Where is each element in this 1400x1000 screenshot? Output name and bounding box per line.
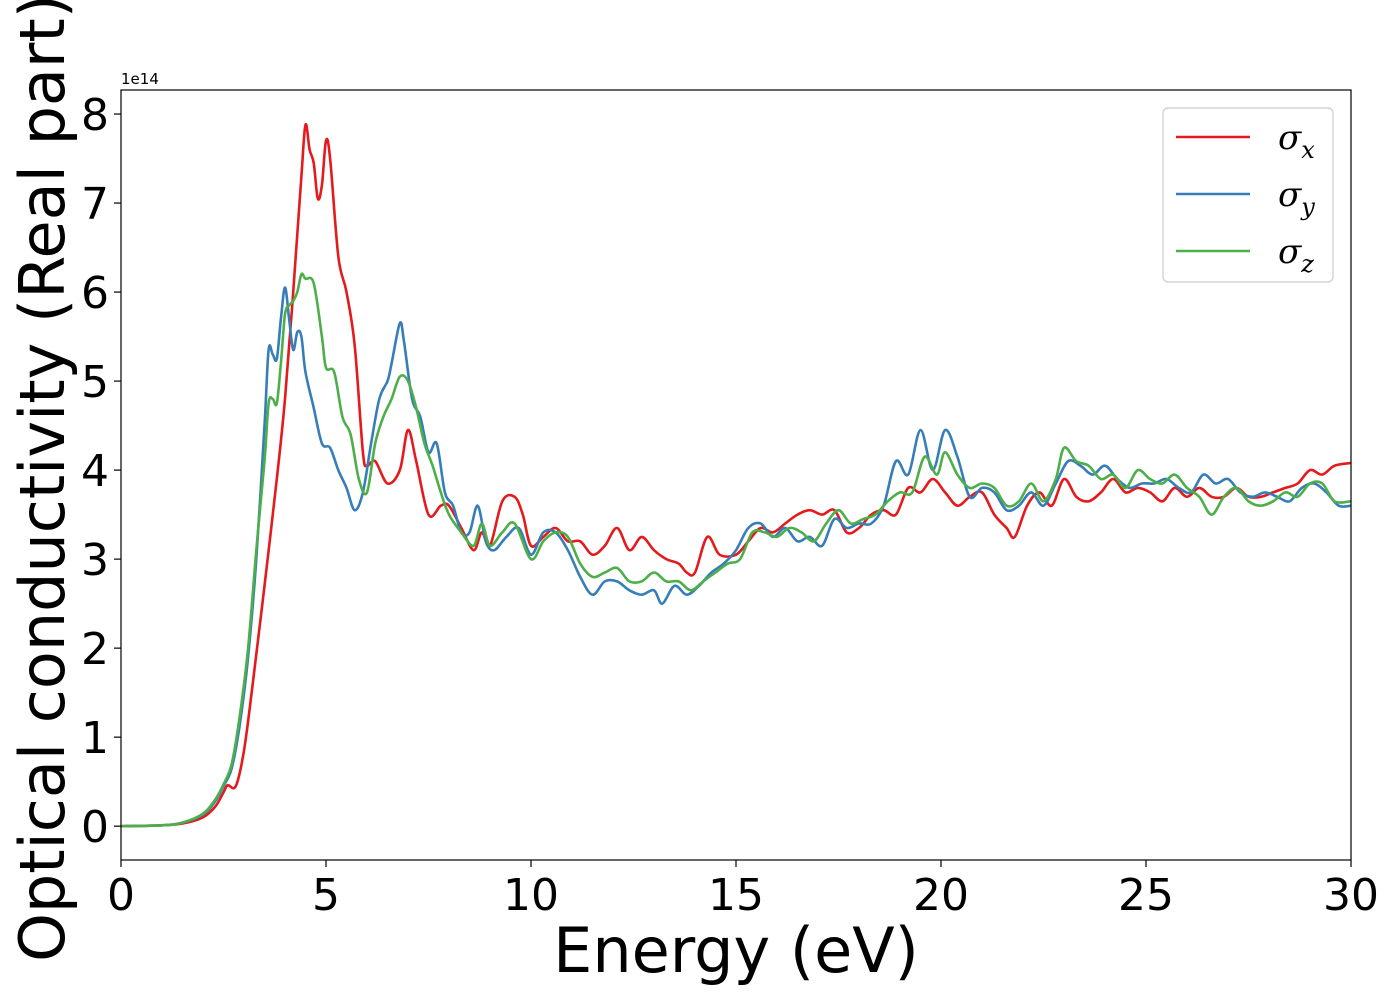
series-line-y [121,286,1351,828]
y-tick-label: 1 [81,713,109,764]
y-tick-label: 4 [81,446,109,497]
y-tick-label: 8 [81,90,109,141]
y-tick-label: 3 [81,535,109,586]
legend-label-y: σy [1278,175,1315,221]
x-tick-label: 15 [708,870,764,921]
x-tick-label: 10 [503,870,559,921]
y-tick-label: 7 [81,179,109,230]
x-tick-label: 5 [312,870,340,921]
x-axis: 0 5 10 15 20 25 30 [107,860,1379,921]
y-tick-label: 2 [81,624,109,675]
y-tick-label: 5 [81,357,109,408]
y-offset-label: 1e14 [121,70,159,88]
y-axis-title: Optical conductivity (Real part) [6,0,79,962]
x-axis-title: Energy (eV) [553,914,919,987]
series-line-x [121,122,1351,828]
series-line-z [121,272,1351,828]
series-layer [121,122,1351,828]
legend-label-z: σz [1278,232,1314,278]
x-tick-label: 30 [1323,870,1379,921]
x-tick-label: 0 [107,870,135,921]
y-axis: 0 1 2 3 4 5 6 7 8 [81,90,121,853]
legend: σx σy σz [1162,107,1334,283]
y-tick-label: 0 [81,802,109,853]
x-tick-label: 20 [913,870,969,921]
y-tick-label: 6 [81,268,109,319]
legend-label-x: σx [1278,118,1315,164]
x-tick-label: 25 [1118,870,1174,921]
